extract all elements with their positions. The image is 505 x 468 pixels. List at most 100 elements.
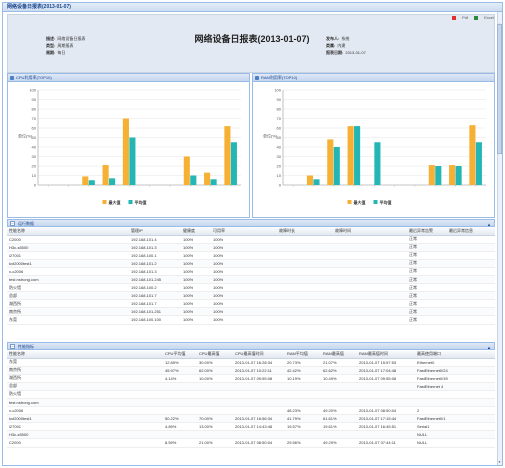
table-row[interactable]: test.nstrong.com 192.168.101.245 100% 100% 正… (7, 275, 495, 285)
table-cell: 东莞 (7, 315, 69, 325)
table-cell (333, 275, 367, 285)
table-cell (67, 430, 127, 440)
table-cell: 防火墙 (7, 390, 67, 399)
table-cell: 正常 (407, 283, 447, 293)
report-header: 网络设备日报表(2013-01-07) 描述: 网络设备日报表 类型: 周期报表 周… (7, 14, 495, 73)
export-pdf-button[interactable]: Pdf (452, 15, 468, 20)
table-cell (69, 307, 129, 317)
vertical-scrollbar[interactable]: ▲ ▼ (497, 12, 502, 465)
performance-column-header[interactable]: CPU最高值时间 (233, 351, 285, 359)
table-row[interactable]: C2000 192.168.101.4 100% 100% 正常 (7, 235, 495, 244)
table-cell: 29.56% (285, 438, 321, 448)
running-column-header[interactable]: 健康度 (181, 228, 211, 236)
export-toolbar: Pdf Excel (447, 15, 494, 20)
running-column-header[interactable] (367, 228, 407, 236)
table-cell: kxt2000test1 (7, 259, 69, 268)
table-cell: 50.22% (163, 414, 197, 424)
table-cell: 12.85% (163, 358, 197, 367)
performance-column-header[interactable]: 最高使用端口 (415, 351, 495, 359)
table-cell (69, 235, 129, 244)
table-cell (357, 390, 415, 399)
running-column-header[interactable] (69, 228, 129, 236)
table-cell (197, 398, 233, 408)
table-row[interactable]: kxt2000test1 192.168.101.2 100% 100% 正常 (7, 259, 495, 268)
table-row[interactable]: 东莞 12.85% 30.00% 2013-01-07 16:28:34 20.73% 2… (7, 358, 495, 367)
bar (88, 180, 95, 185)
cpu-chart-panel: CPU利用率(TOP10) 0 10 20 30 40 50 60 70 80 90 100 单位(%… (7, 73, 250, 218)
bar (82, 176, 89, 185)
running-column-header[interactable]: 故障时长 (277, 228, 311, 236)
table-cell: 100% (211, 283, 243, 293)
table-cell (311, 235, 333, 244)
table-row[interactable]: H3c-s5500 192.168.101.3 100% 100% 正常 (7, 243, 495, 252)
collapse-icon[interactable]: − (10, 221, 15, 226)
running-section-header[interactable]: − 运行数据 ▲ (7, 219, 495, 227)
performance-column-header[interactable] (127, 351, 163, 359)
meta-publisher: 发布人: 系统 (326, 36, 350, 41)
table-cell (69, 243, 129, 252)
table-row[interactable]: test.nstrong.com (7, 398, 495, 408)
table-cell: 45.97% (163, 366, 197, 375)
running-column-header[interactable] (243, 228, 277, 236)
table-row[interactable]: 总部 FastEthernet 4 (7, 382, 495, 391)
collapse-icon[interactable]: − (10, 344, 15, 349)
running-column-header[interactable]: 最后异常告警 (407, 228, 447, 236)
table-row[interactable]: i27001 4.89% 13.00% 2013-01-07 14:43:48 19.5… (7, 422, 495, 432)
table-cell: test.nstrong.com (7, 275, 69, 285)
performance-column-header[interactable]: 性能名称 (7, 351, 67, 359)
running-table: 性能名称 管理IP 健康度 可用率 故障时长 故障时间 最后异常告警 最后异常信息 C2000… (7, 228, 495, 325)
performance-column-header[interactable]: CPU最高值 (197, 351, 233, 359)
table-row[interactable]: kxt2000test1 50.22% 70.00% 2013-01-07 16:56… (7, 414, 495, 424)
table-row[interactable]: 湖西所 4.14% 10.00% 2013-01-07 09:55:08 10.19% 1… (7, 374, 495, 383)
table-cell: 192.168.101.7 (129, 291, 181, 301)
table-row[interactable]: x-c2006 48.23% 49.20% 2013-01-07 08:50:04 2 (7, 406, 495, 416)
running-column-header[interactable]: 管理IP (129, 228, 181, 236)
table-row[interactable]: 总部 192.168.101.7 100% 100% 正常 (7, 291, 495, 301)
chevron-up-icon[interactable]: ▲ (487, 345, 491, 350)
running-column-header[interactable]: 可用率 (211, 228, 243, 236)
running-column-header[interactable]: 性能名称 (7, 228, 69, 236)
table-cell (69, 251, 129, 260)
table-cell: 19.61% (321, 422, 357, 432)
performance-column-header[interactable]: RAM最高值 (321, 351, 357, 359)
running-column-header[interactable] (311, 228, 333, 236)
table-cell (243, 307, 277, 317)
performance-column-header[interactable] (67, 351, 127, 359)
table-cell: 2013-01-07 07:44:11 (357, 438, 415, 448)
table-cell (311, 307, 333, 317)
table-cell: 2013-01-07 10:22:11 (233, 366, 285, 375)
performance-column-header[interactable]: CPU平均值 (163, 351, 197, 359)
table-row[interactable]: C2000 8.59% 21.00% 2013-01-07 08:50:04 29.56… (7, 438, 495, 448)
performance-column-header[interactable]: RAM最高值时间 (357, 351, 415, 359)
table-cell (67, 398, 127, 408)
table-cell: NULL (415, 438, 495, 448)
scroll-down-icon[interactable]: ▼ (498, 460, 501, 464)
ram-chart-panel: RAM利用率(TOP10) 0 10 20 30 40 50 60 70 80 90 100 单位(%… (252, 73, 495, 218)
performance-column-header[interactable]: RAM平均值 (285, 351, 321, 359)
table-cell: 100% (181, 267, 211, 276)
table-row[interactable]: 湖西所 192.168.101.7 100% 100% 正常 (7, 299, 495, 309)
table-cell (447, 251, 495, 260)
table-row[interactable]: 南京所 192.168.101.251 100% 100% 正常 (7, 307, 495, 317)
table-cell (67, 422, 127, 432)
table-row[interactable]: i27001 192.168.100.1 100% 100% 正常 (7, 251, 495, 260)
table-cell: 192.168.101.251 (129, 307, 181, 317)
chevron-up-icon[interactable]: ▲ (487, 222, 491, 227)
export-excel-button[interactable]: Excel (474, 15, 494, 20)
table-row[interactable]: 东莞 192.168.100.100 100% 100% 正常 (7, 315, 495, 325)
table-row[interactable]: x-c2006 192.168.101.3 100% 100% 正常 (7, 267, 495, 276)
scroll-thumb[interactable] (497, 24, 502, 154)
table-cell: 100% (211, 259, 243, 268)
running-column-header[interactable]: 最后异常信息 (447, 228, 495, 236)
table-cell: 100% (181, 291, 211, 301)
running-column-header[interactable]: 故障时间 (333, 228, 367, 236)
table-cell (447, 275, 495, 285)
table-row[interactable]: 防火墙 192.168.100.2 100% 100% 正常 (7, 283, 495, 293)
table-row[interactable]: 南京所 45.97% 62.00% 2013-01-07 10:22:11 42.42%… (7, 366, 495, 375)
legend-swatch-max (347, 200, 352, 204)
table-row[interactable]: H3c-s5500 NULL (7, 430, 495, 440)
table-cell: 正常 (407, 259, 447, 268)
table-row[interactable]: 防火墙 (7, 390, 495, 399)
y-tick-label: 40 (277, 144, 282, 149)
performance-section-header[interactable]: − 性能指标 ▲ (7, 342, 495, 350)
